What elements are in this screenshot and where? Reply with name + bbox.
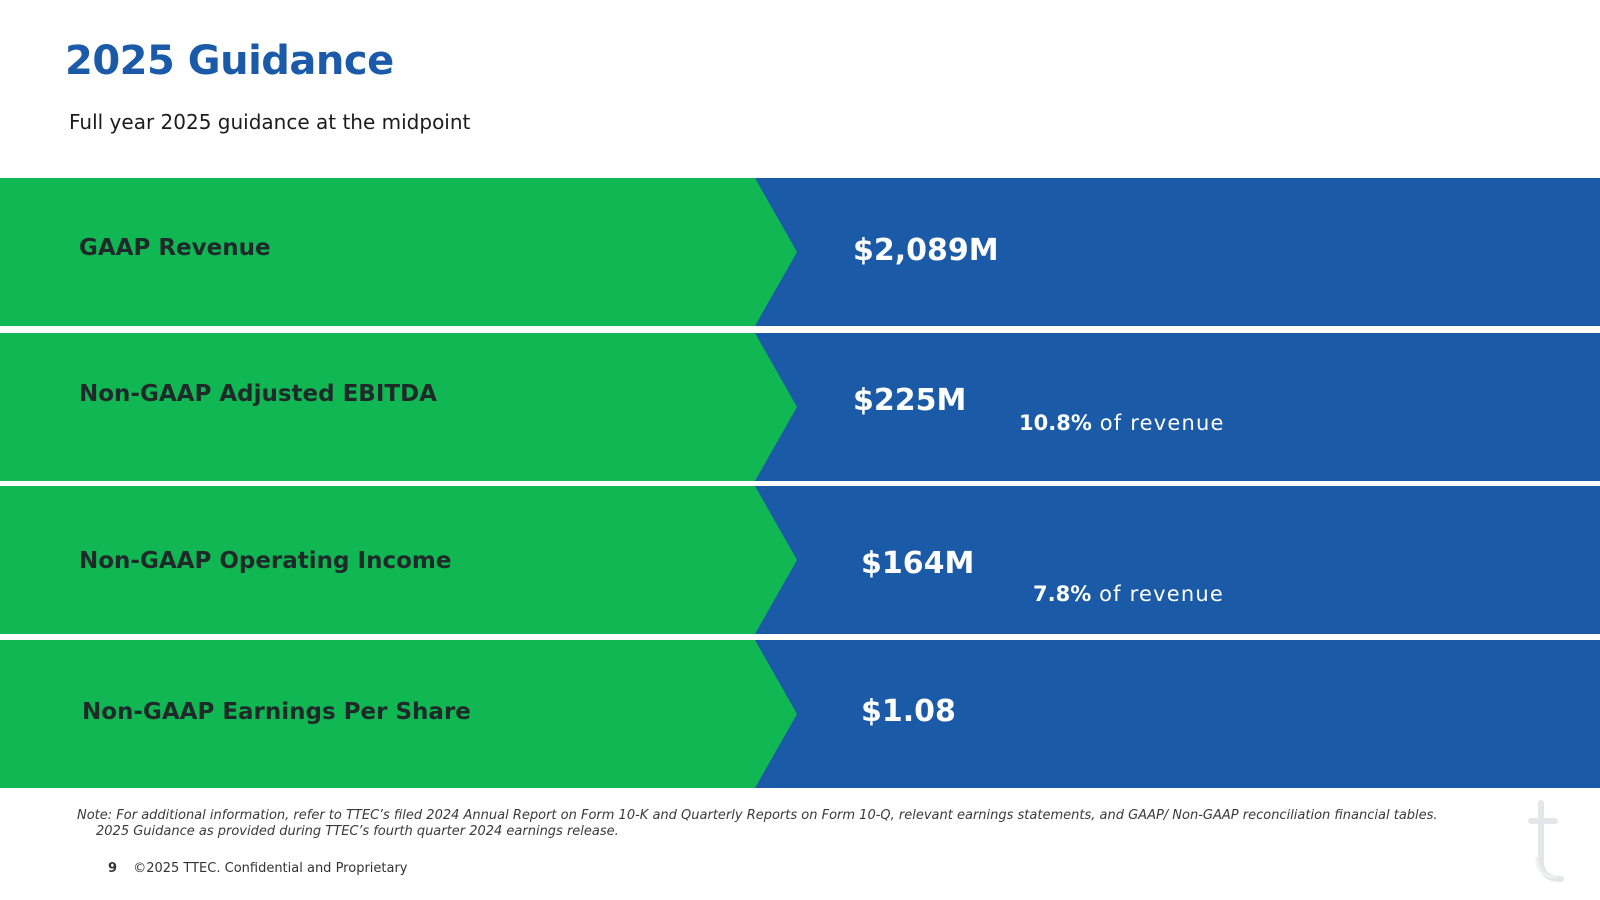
label-chevron (0, 640, 797, 788)
metric-value: $164M (861, 546, 975, 581)
label-chevron (0, 333, 797, 481)
metric-row-operating-income: Non-GAAP Operating Income $164M 7.8% of … (0, 486, 1600, 634)
metric-value: $225M (853, 383, 967, 418)
metric-label: Non-GAAP Adjusted EBITDA (79, 381, 437, 407)
metric-label: Non-GAAP Operating Income (79, 548, 452, 574)
metric-value: $1.08 (861, 694, 956, 729)
footnote-line-2: 2025 Guidance as provided during TTEC’s … (96, 824, 619, 839)
ttec-t-logo-icon (1528, 800, 1564, 882)
percent-suffix: of revenue (1091, 411, 1225, 435)
footnote: Note: For additional information, refer … (77, 808, 1438, 840)
page-title: 2025 Guidance (65, 38, 394, 84)
copyright-text: ©2025 TTEC. Confidential and Proprietary (133, 861, 408, 876)
page-number: 9 (108, 861, 118, 876)
metric-percent-of-revenue: 10.8% of revenue (1019, 411, 1225, 435)
page-subtitle: Full year 2025 guidance at the midpoint (69, 110, 471, 134)
label-chevron (0, 486, 797, 634)
metric-label: GAAP Revenue (79, 235, 271, 261)
metric-value: $2,089M (853, 233, 999, 268)
metric-percent-of-revenue: 7.8% of revenue (1033, 582, 1224, 606)
metric-row-adjusted-ebitda: Non-GAAP Adjusted EBITDA $225M 10.8% of … (0, 333, 1600, 481)
metric-row-gaap-revenue: GAAP Revenue $2,089M (0, 178, 1600, 326)
percent-value: 7.8% (1033, 582, 1092, 606)
percent-suffix: of revenue (1091, 582, 1225, 606)
label-chevron (0, 178, 797, 326)
percent-value: 10.8% (1019, 411, 1092, 435)
metric-label: Non-GAAP Earnings Per Share (82, 699, 471, 725)
metric-row-earnings-per-share: Non-GAAP Earnings Per Share $1.08 (0, 640, 1600, 788)
footnote-line-1: Note: For additional information, refer … (77, 808, 1438, 823)
footer: 9 ©2025 TTEC. Confidential and Proprieta… (108, 861, 408, 876)
